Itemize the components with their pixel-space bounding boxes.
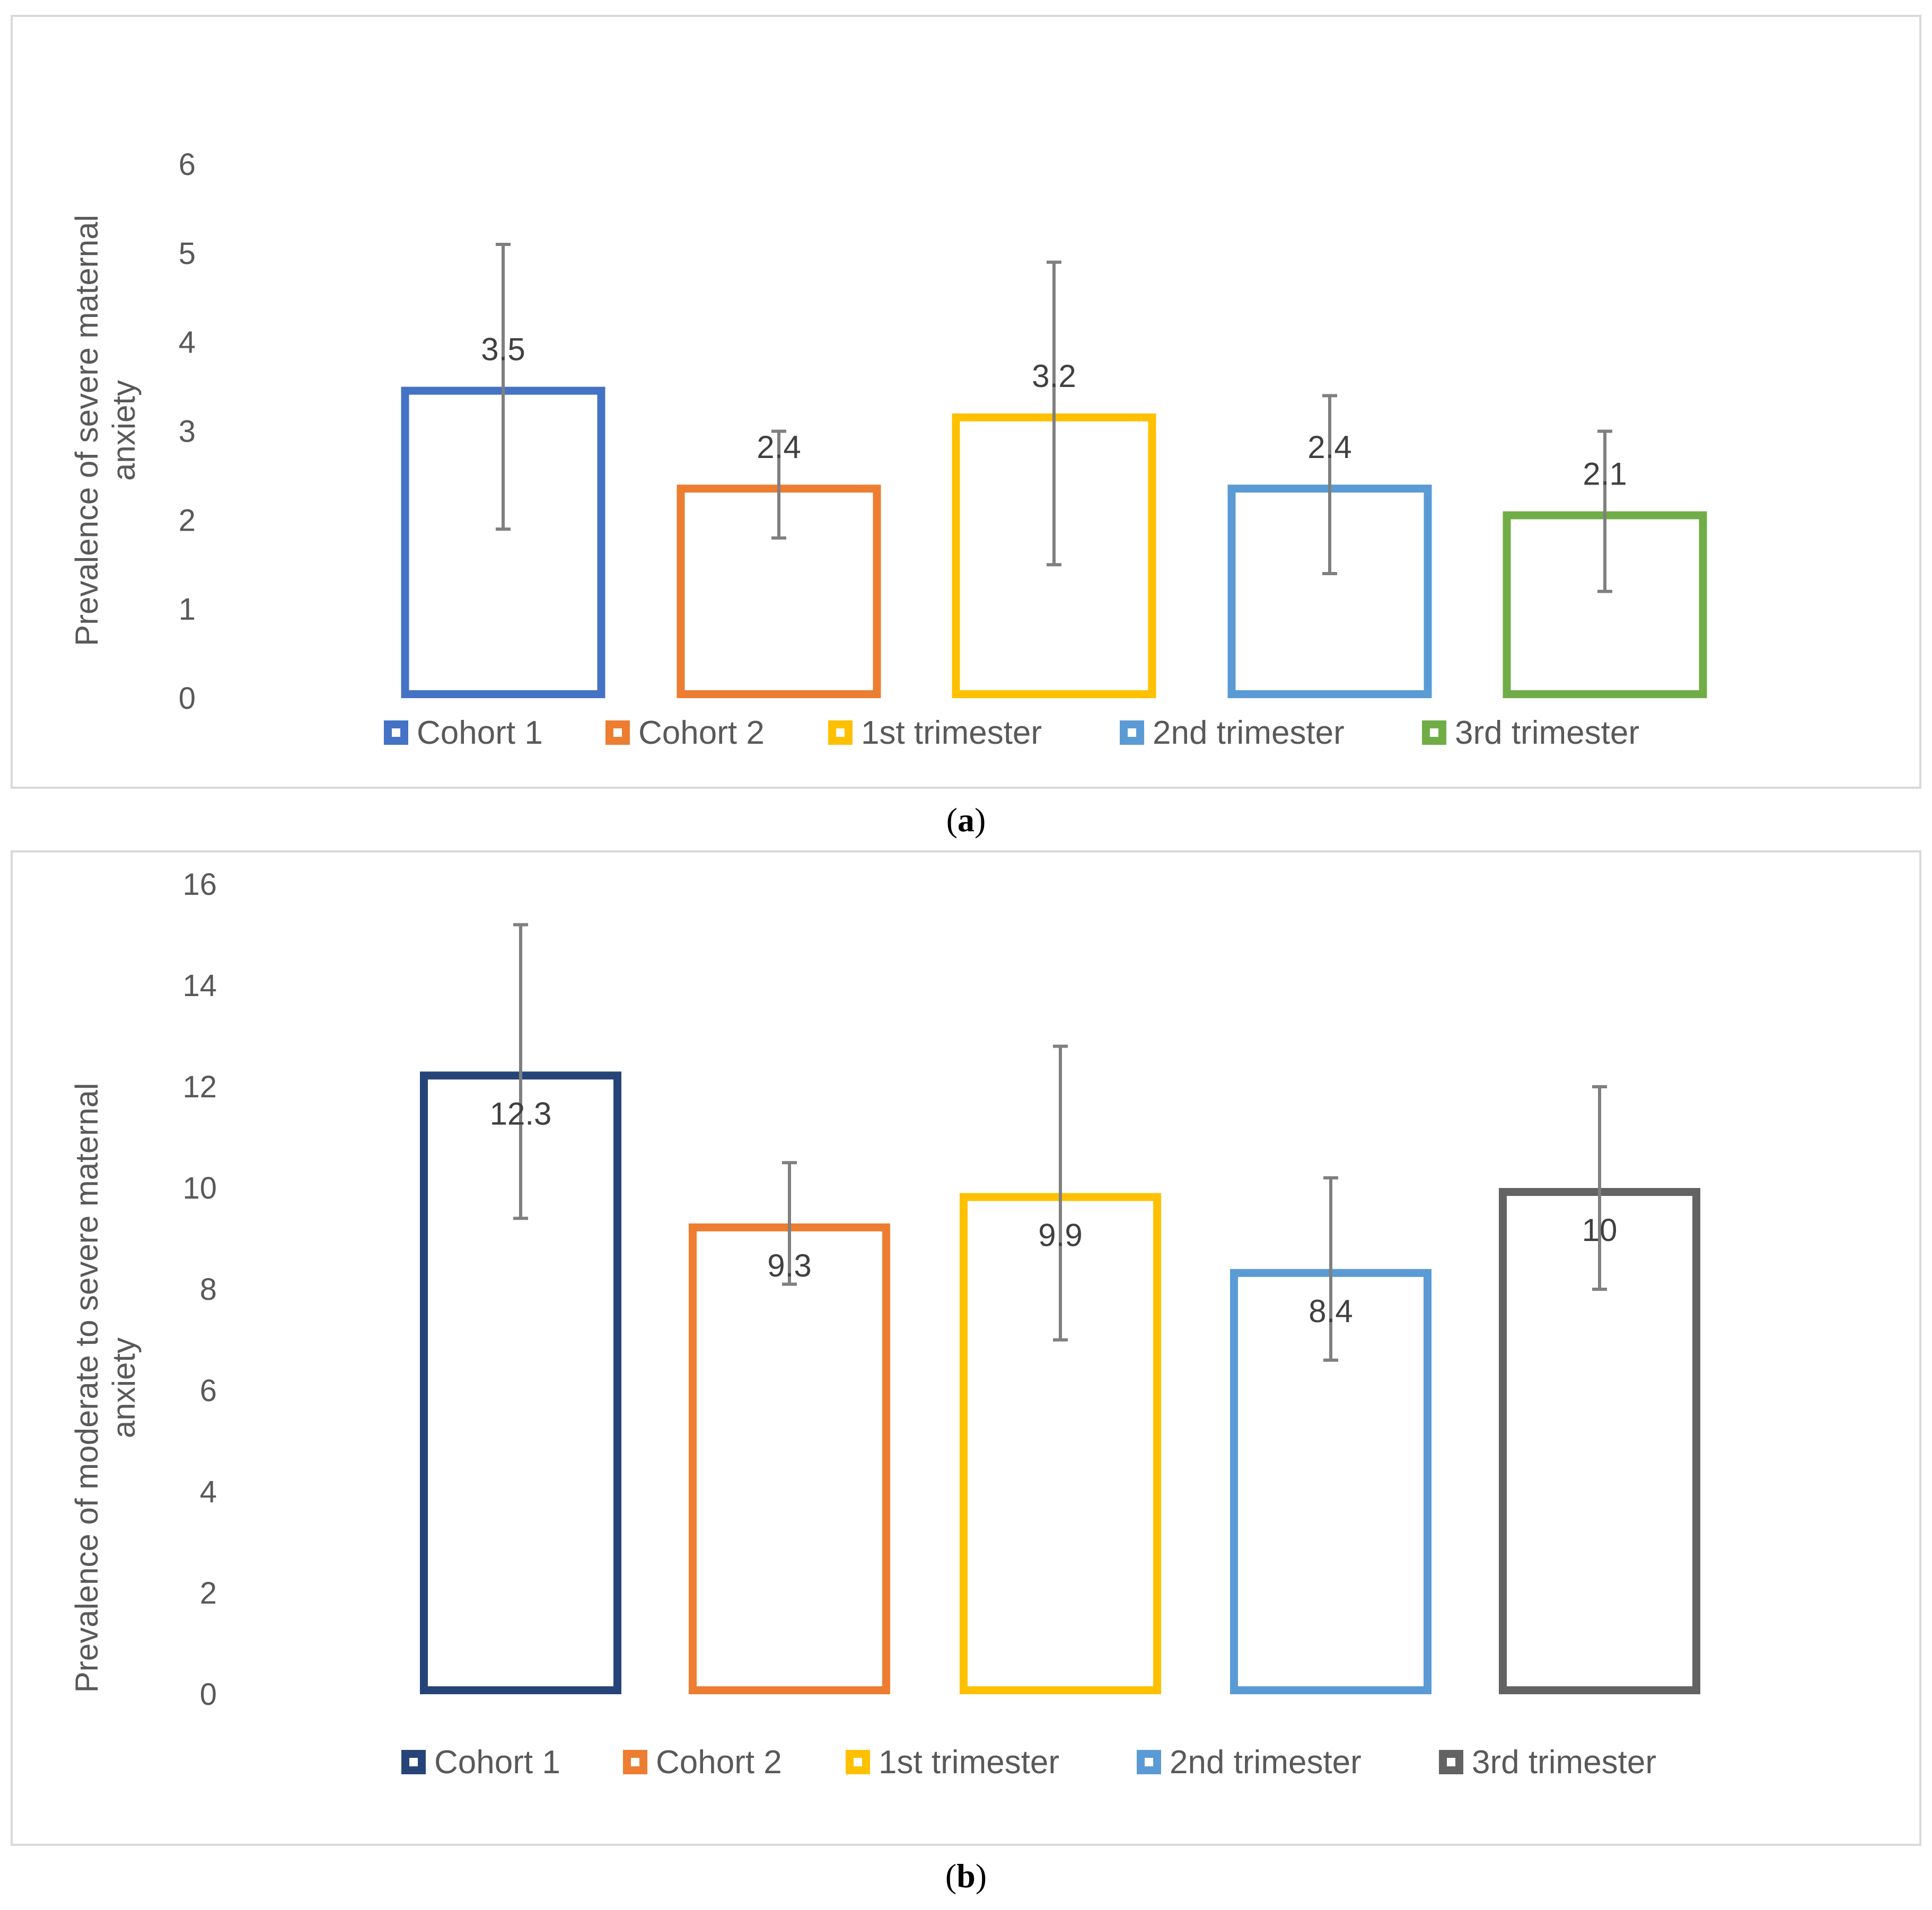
data-label: 2.4 [757, 429, 801, 465]
y-axis-title-line: Prevalence of moderate to severe materna… [69, 1083, 104, 1693]
y-tick-label: 1 [179, 592, 196, 627]
caption-a: (a) [946, 801, 986, 839]
y-tick-label: 5 [179, 236, 196, 271]
data-label: 10 [1582, 1212, 1618, 1248]
legend-swatch-center [836, 728, 845, 737]
y-tick-label: 8 [200, 1272, 217, 1307]
chart-panel-b: 0 2 4 6 8 10 12 14 16 Prevalence of moderate to s… [11, 850, 1921, 1846]
y-tick-label: 6 [200, 1374, 217, 1408]
legend-label: 3rd trimester [1472, 1744, 1656, 1781]
y-axis-title-line: Prevalence of severe maternal [69, 215, 104, 646]
legend-swatch-center [854, 1758, 862, 1766]
y-tick-label: 3 [179, 415, 196, 449]
legend-label: 2nd trimester [1170, 1744, 1362, 1781]
y-axis-title: Prevalence of severe maternalanxiety [69, 215, 142, 646]
y-tick-label: 0 [179, 681, 196, 716]
y-tick-label: 2 [200, 1576, 217, 1610]
y-tick-label: 0 [200, 1677, 217, 1712]
legend-swatch-center [1430, 728, 1438, 737]
y-tick-label: 12 [182, 1070, 217, 1104]
data-label: 3.2 [1032, 358, 1076, 394]
legend-swatch-center [392, 728, 400, 737]
caption-b-label: b [956, 1857, 976, 1895]
data-label: 8.4 [1309, 1293, 1353, 1329]
y-tick-label: 2 [179, 503, 196, 538]
legend-label: 1st trimester [861, 715, 1042, 751]
legend-label: Cohort 1 [417, 715, 543, 751]
y-axis-title: Prevalence of moderate to severe materna… [69, 1083, 142, 1693]
data-label: 2.1 [1583, 456, 1627, 492]
legend-swatch-center [631, 1758, 639, 1766]
y-tick-label: 4 [179, 325, 196, 360]
y-tick-label: 16 [182, 867, 217, 902]
caption-a-label: a [958, 801, 974, 839]
chart-b-svg: 0 2 4 6 8 10 12 14 16 Prevalence of moderate to s… [69, 867, 1700, 1781]
legend-label: Cohort 2 [656, 1744, 782, 1781]
legend-swatch-center [1145, 1758, 1153, 1766]
bar-cohort-2 [689, 1223, 890, 1694]
chart-a-svg: 0 1 2 3 4 5 6 Prevalence of severe maternalanxi… [69, 147, 1707, 751]
chart-panel-a: 0 1 2 3 4 5 6 Prevalence of severe maternalanxi… [11, 15, 1921, 789]
y-tick-label: 4 [200, 1475, 217, 1509]
data-label: 2.4 [1307, 429, 1351, 465]
legend-label: 3rd trimester [1455, 715, 1639, 751]
data-label: 9.9 [1038, 1218, 1082, 1253]
y-tick-label: 10 [182, 1171, 217, 1205]
y-axis-title-line: anxiety [106, 1337, 142, 1438]
y-tick-label: 14 [182, 969, 217, 1003]
data-label: 3.5 [481, 332, 525, 367]
legend-swatch-center [409, 1758, 418, 1766]
legend-label: Cohort 1 [434, 1744, 560, 1781]
caption-b: (b) [945, 1857, 987, 1895]
legend-label: Cohort 2 [638, 715, 765, 751]
legend-swatch-center [1447, 1758, 1455, 1766]
data-label: 12.3 [490, 1096, 552, 1131]
legend-label: 2nd trimester [1153, 715, 1345, 751]
legend-swatch-center [613, 728, 622, 737]
data-label: 9.3 [767, 1248, 811, 1283]
y-axis-title-line: anxiety [106, 380, 142, 481]
legend-label: 1st trimester [879, 1744, 1059, 1781]
y-tick-label: 6 [179, 147, 196, 182]
legend-swatch-center [1128, 728, 1136, 737]
